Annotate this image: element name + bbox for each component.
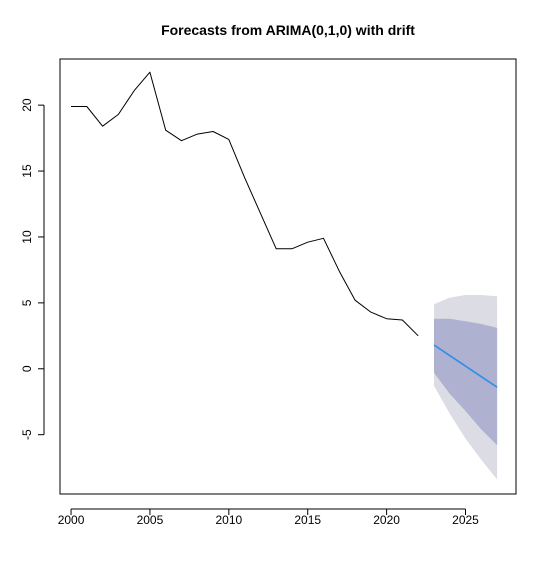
observed-series-line bbox=[71, 71, 419, 337]
x-tick-label: 2000 bbox=[58, 513, 85, 527]
chart-title: Forecasts from ARIMA(0,1,0) with drift bbox=[161, 22, 415, 38]
x-tick-label: 2010 bbox=[215, 513, 242, 527]
x-tick-label: 2015 bbox=[294, 513, 321, 527]
plot-frame bbox=[59, 58, 517, 495]
forecast-series-line bbox=[433, 344, 498, 388]
y-tick-label: -5 bbox=[20, 429, 34, 440]
y-tick-label: 20 bbox=[20, 98, 34, 112]
y-tick-label: 5 bbox=[20, 299, 34, 306]
y-tick-label: 0 bbox=[20, 365, 34, 372]
x-tick-label: 2005 bbox=[137, 513, 164, 527]
prediction-interval-80-band bbox=[434, 318, 498, 446]
x-tick-label: 2020 bbox=[373, 513, 400, 527]
y-tick-label: 10 bbox=[20, 230, 34, 244]
plot-area bbox=[71, 71, 498, 480]
x-tick-label: 2025 bbox=[452, 513, 479, 527]
y-tick-label: 15 bbox=[20, 164, 34, 178]
axes: 2000 2005 2010 2015 2020 2025 -5 0 5 10 15 20 bbox=[20, 58, 517, 527]
